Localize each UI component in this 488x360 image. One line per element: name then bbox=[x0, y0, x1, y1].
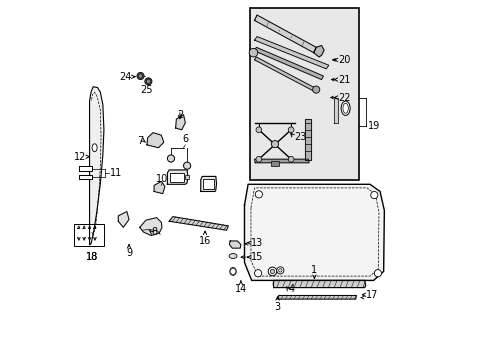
Circle shape bbox=[146, 79, 150, 84]
Circle shape bbox=[137, 72, 144, 80]
Circle shape bbox=[271, 140, 278, 148]
Polygon shape bbox=[147, 133, 163, 148]
Polygon shape bbox=[244, 184, 384, 280]
Circle shape bbox=[255, 156, 261, 162]
Text: 21: 21 bbox=[338, 75, 350, 85]
Circle shape bbox=[249, 48, 257, 57]
Polygon shape bbox=[254, 57, 316, 91]
Circle shape bbox=[270, 269, 274, 274]
Text: 6: 6 bbox=[182, 134, 188, 144]
Text: 16: 16 bbox=[199, 235, 211, 246]
Text: 25: 25 bbox=[141, 85, 153, 95]
Bar bbox=[184, 175, 188, 179]
Polygon shape bbox=[89, 87, 104, 244]
Polygon shape bbox=[254, 47, 323, 80]
Text: 1: 1 bbox=[311, 265, 317, 275]
Polygon shape bbox=[313, 45, 324, 57]
Bar bbox=[249, 8, 359, 180]
Ellipse shape bbox=[228, 253, 237, 258]
Polygon shape bbox=[140, 218, 162, 235]
Circle shape bbox=[144, 78, 152, 85]
Text: 4: 4 bbox=[287, 284, 294, 294]
Text: 7: 7 bbox=[137, 136, 143, 145]
Ellipse shape bbox=[92, 144, 97, 152]
Bar bbox=[74, 224, 103, 246]
Polygon shape bbox=[154, 181, 164, 194]
Polygon shape bbox=[254, 159, 308, 163]
Circle shape bbox=[254, 270, 261, 277]
Text: 15: 15 bbox=[250, 252, 263, 262]
Text: 17: 17 bbox=[366, 290, 378, 300]
Text: 18: 18 bbox=[86, 252, 98, 262]
Polygon shape bbox=[167, 170, 187, 184]
Polygon shape bbox=[273, 280, 365, 288]
Text: 18: 18 bbox=[86, 252, 98, 262]
Text: 12: 12 bbox=[74, 152, 86, 162]
Text: 9: 9 bbox=[126, 248, 132, 258]
Text: 10: 10 bbox=[156, 174, 168, 184]
Circle shape bbox=[138, 74, 142, 78]
Bar bbox=[79, 175, 92, 179]
Bar bbox=[271, 161, 279, 166]
Text: 13: 13 bbox=[250, 238, 263, 248]
Polygon shape bbox=[118, 212, 129, 227]
Circle shape bbox=[230, 269, 235, 274]
Polygon shape bbox=[229, 241, 241, 248]
Bar bbox=[203, 179, 214, 189]
Circle shape bbox=[276, 267, 284, 274]
Text: 5: 5 bbox=[170, 173, 176, 183]
Circle shape bbox=[373, 270, 381, 277]
Bar bbox=[79, 166, 92, 171]
Text: 3: 3 bbox=[274, 302, 280, 312]
Text: 11: 11 bbox=[110, 168, 122, 178]
Polygon shape bbox=[169, 217, 228, 230]
Circle shape bbox=[312, 86, 319, 93]
Circle shape bbox=[255, 191, 262, 198]
Bar bbox=[169, 173, 184, 182]
Polygon shape bbox=[175, 115, 185, 130]
Circle shape bbox=[287, 156, 293, 162]
Circle shape bbox=[255, 127, 261, 133]
Text: 20: 20 bbox=[338, 55, 350, 65]
Polygon shape bbox=[333, 98, 337, 123]
Ellipse shape bbox=[341, 101, 349, 116]
Text: 22: 22 bbox=[338, 93, 350, 103]
Text: 8: 8 bbox=[151, 227, 157, 237]
Circle shape bbox=[370, 192, 377, 199]
Ellipse shape bbox=[229, 267, 236, 275]
Polygon shape bbox=[254, 37, 328, 69]
Text: 23: 23 bbox=[293, 132, 306, 142]
Text: 24: 24 bbox=[119, 72, 131, 82]
Circle shape bbox=[278, 269, 282, 272]
Polygon shape bbox=[305, 119, 310, 160]
Text: 14: 14 bbox=[234, 284, 246, 294]
Circle shape bbox=[287, 127, 293, 133]
Ellipse shape bbox=[342, 103, 347, 113]
Circle shape bbox=[183, 162, 190, 169]
Circle shape bbox=[267, 267, 276, 276]
Text: 19: 19 bbox=[367, 121, 380, 131]
Polygon shape bbox=[201, 176, 216, 192]
Polygon shape bbox=[278, 296, 356, 299]
Circle shape bbox=[167, 155, 174, 162]
Text: 2: 2 bbox=[177, 110, 183, 120]
Polygon shape bbox=[254, 15, 316, 53]
